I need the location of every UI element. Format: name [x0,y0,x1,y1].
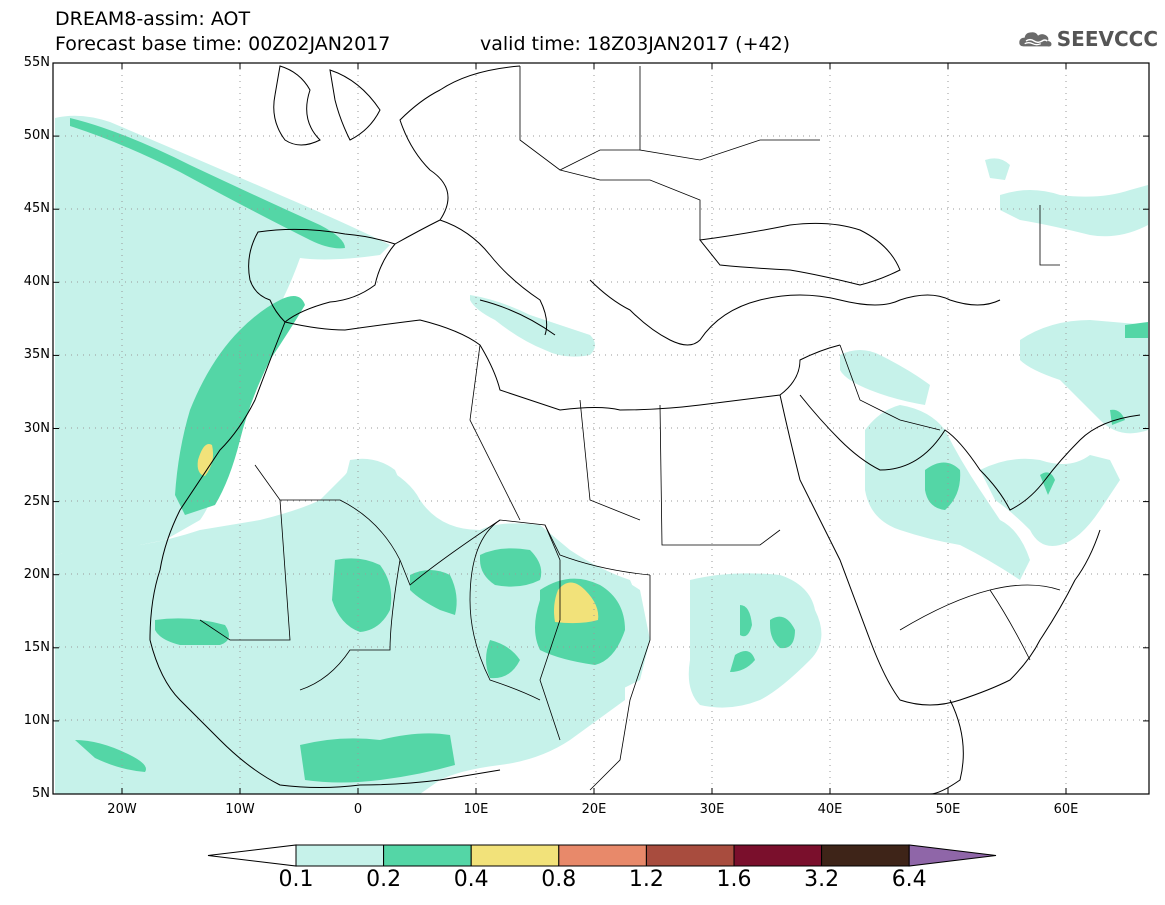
axis-ticks [53,62,1149,795]
colorbar-label: 3.2 [804,867,840,892]
lat-label: 10N [23,712,50,728]
colorbar-label: 1.2 [628,867,664,892]
colorbar-segment [470,844,560,867]
lon-label: 10E [463,802,489,817]
lon-label: 20E [581,802,607,817]
colorbar-label: 0.1 [278,867,314,892]
title-line-1: DREAM8-assim: AOT [55,8,251,30]
lat-label: 40N [23,274,50,290]
lat-label: 55N [23,55,50,70]
lon-label: 30E [699,802,725,817]
lat-label: 50N [23,128,50,144]
colorbar-label: 0.4 [453,867,489,892]
lat-label: 5N [32,786,50,801]
colorbar-low-arrow [207,844,297,867]
colorbar [207,844,997,867]
logo-text: SEEVCCC [1056,27,1158,51]
lon-label: 50E [935,802,961,817]
lon-label: 60E [1053,802,1079,817]
colorbar-segment [645,844,735,867]
lat-label: 30N [23,420,50,436]
country-borders [199,66,1061,791]
lon-label: 0 [353,802,363,817]
title-line-2: Forecast base time: 00Z02JAN2017 [55,33,391,55]
colorbar-label: 6.4 [891,867,927,892]
cloud-icon [1019,32,1052,47]
lon-label: 10W [225,802,255,817]
lon-label: 20W [107,802,137,817]
colorbar-segment [295,844,385,867]
aot-band-0-4 [197,444,599,624]
lat-label: 20N [23,566,50,582]
lat-label: 15N [23,639,50,655]
colorbar-high-arrow [908,844,997,867]
lat-label: 35N [23,347,50,363]
colorbar-segment [383,844,472,867]
colorbar-label: 0.2 [366,867,402,892]
coastlines [149,65,1141,794]
colorbar-label: 1.6 [716,867,752,892]
lat-label: 45N [23,201,50,217]
seevccc-logo: SEEVCCC [1018,22,1158,56]
lon-label: 40E [817,802,843,817]
colorbar-label: 0.8 [541,867,577,892]
colorbar-segment [733,844,823,867]
valid-time: valid time: 18Z03JAN2017 (+42) [480,33,791,55]
lat-label: 25N [23,493,50,509]
colorbar-segment [821,844,910,867]
colorbar-segment [558,844,647,867]
